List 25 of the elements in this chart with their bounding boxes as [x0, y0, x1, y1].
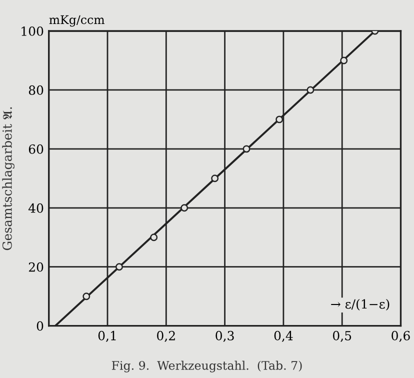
x-tick-label: 0,5	[332, 330, 352, 342]
point	[276, 116, 284, 124]
y-tick-label: 40	[28, 203, 44, 213]
point	[116, 263, 123, 271]
x-axis-title: → ε/(1−ε)	[331, 298, 390, 310]
point	[150, 234, 158, 242]
point	[82, 292, 90, 300]
point	[306, 86, 314, 94]
x-tick-label: 0,2	[157, 330, 175, 342]
point	[242, 145, 250, 153]
y-tick-label: 60	[28, 144, 44, 154]
x-tick-label: 0,6	[392, 330, 410, 342]
y-tick-label: 100	[22, 26, 44, 36]
point	[211, 174, 219, 182]
y-axis-title: Gesamtschlagarbeit 𝔄.	[2, 107, 14, 250]
text: Fig. 9. Werkzeugstahl. (Tab. 7)	[112, 360, 302, 372]
point	[340, 56, 348, 64]
x-tick-label: 0,1	[98, 330, 116, 342]
x-tick-label: 0,3	[216, 330, 234, 342]
point	[180, 204, 188, 212]
x-tick-label: 0,4	[274, 330, 293, 342]
text: mKg/ccm	[49, 15, 104, 27]
y-tick-label: 0	[36, 321, 44, 331]
y-tick-label: 80	[28, 85, 44, 95]
y-tick-label: 20	[28, 262, 44, 272]
